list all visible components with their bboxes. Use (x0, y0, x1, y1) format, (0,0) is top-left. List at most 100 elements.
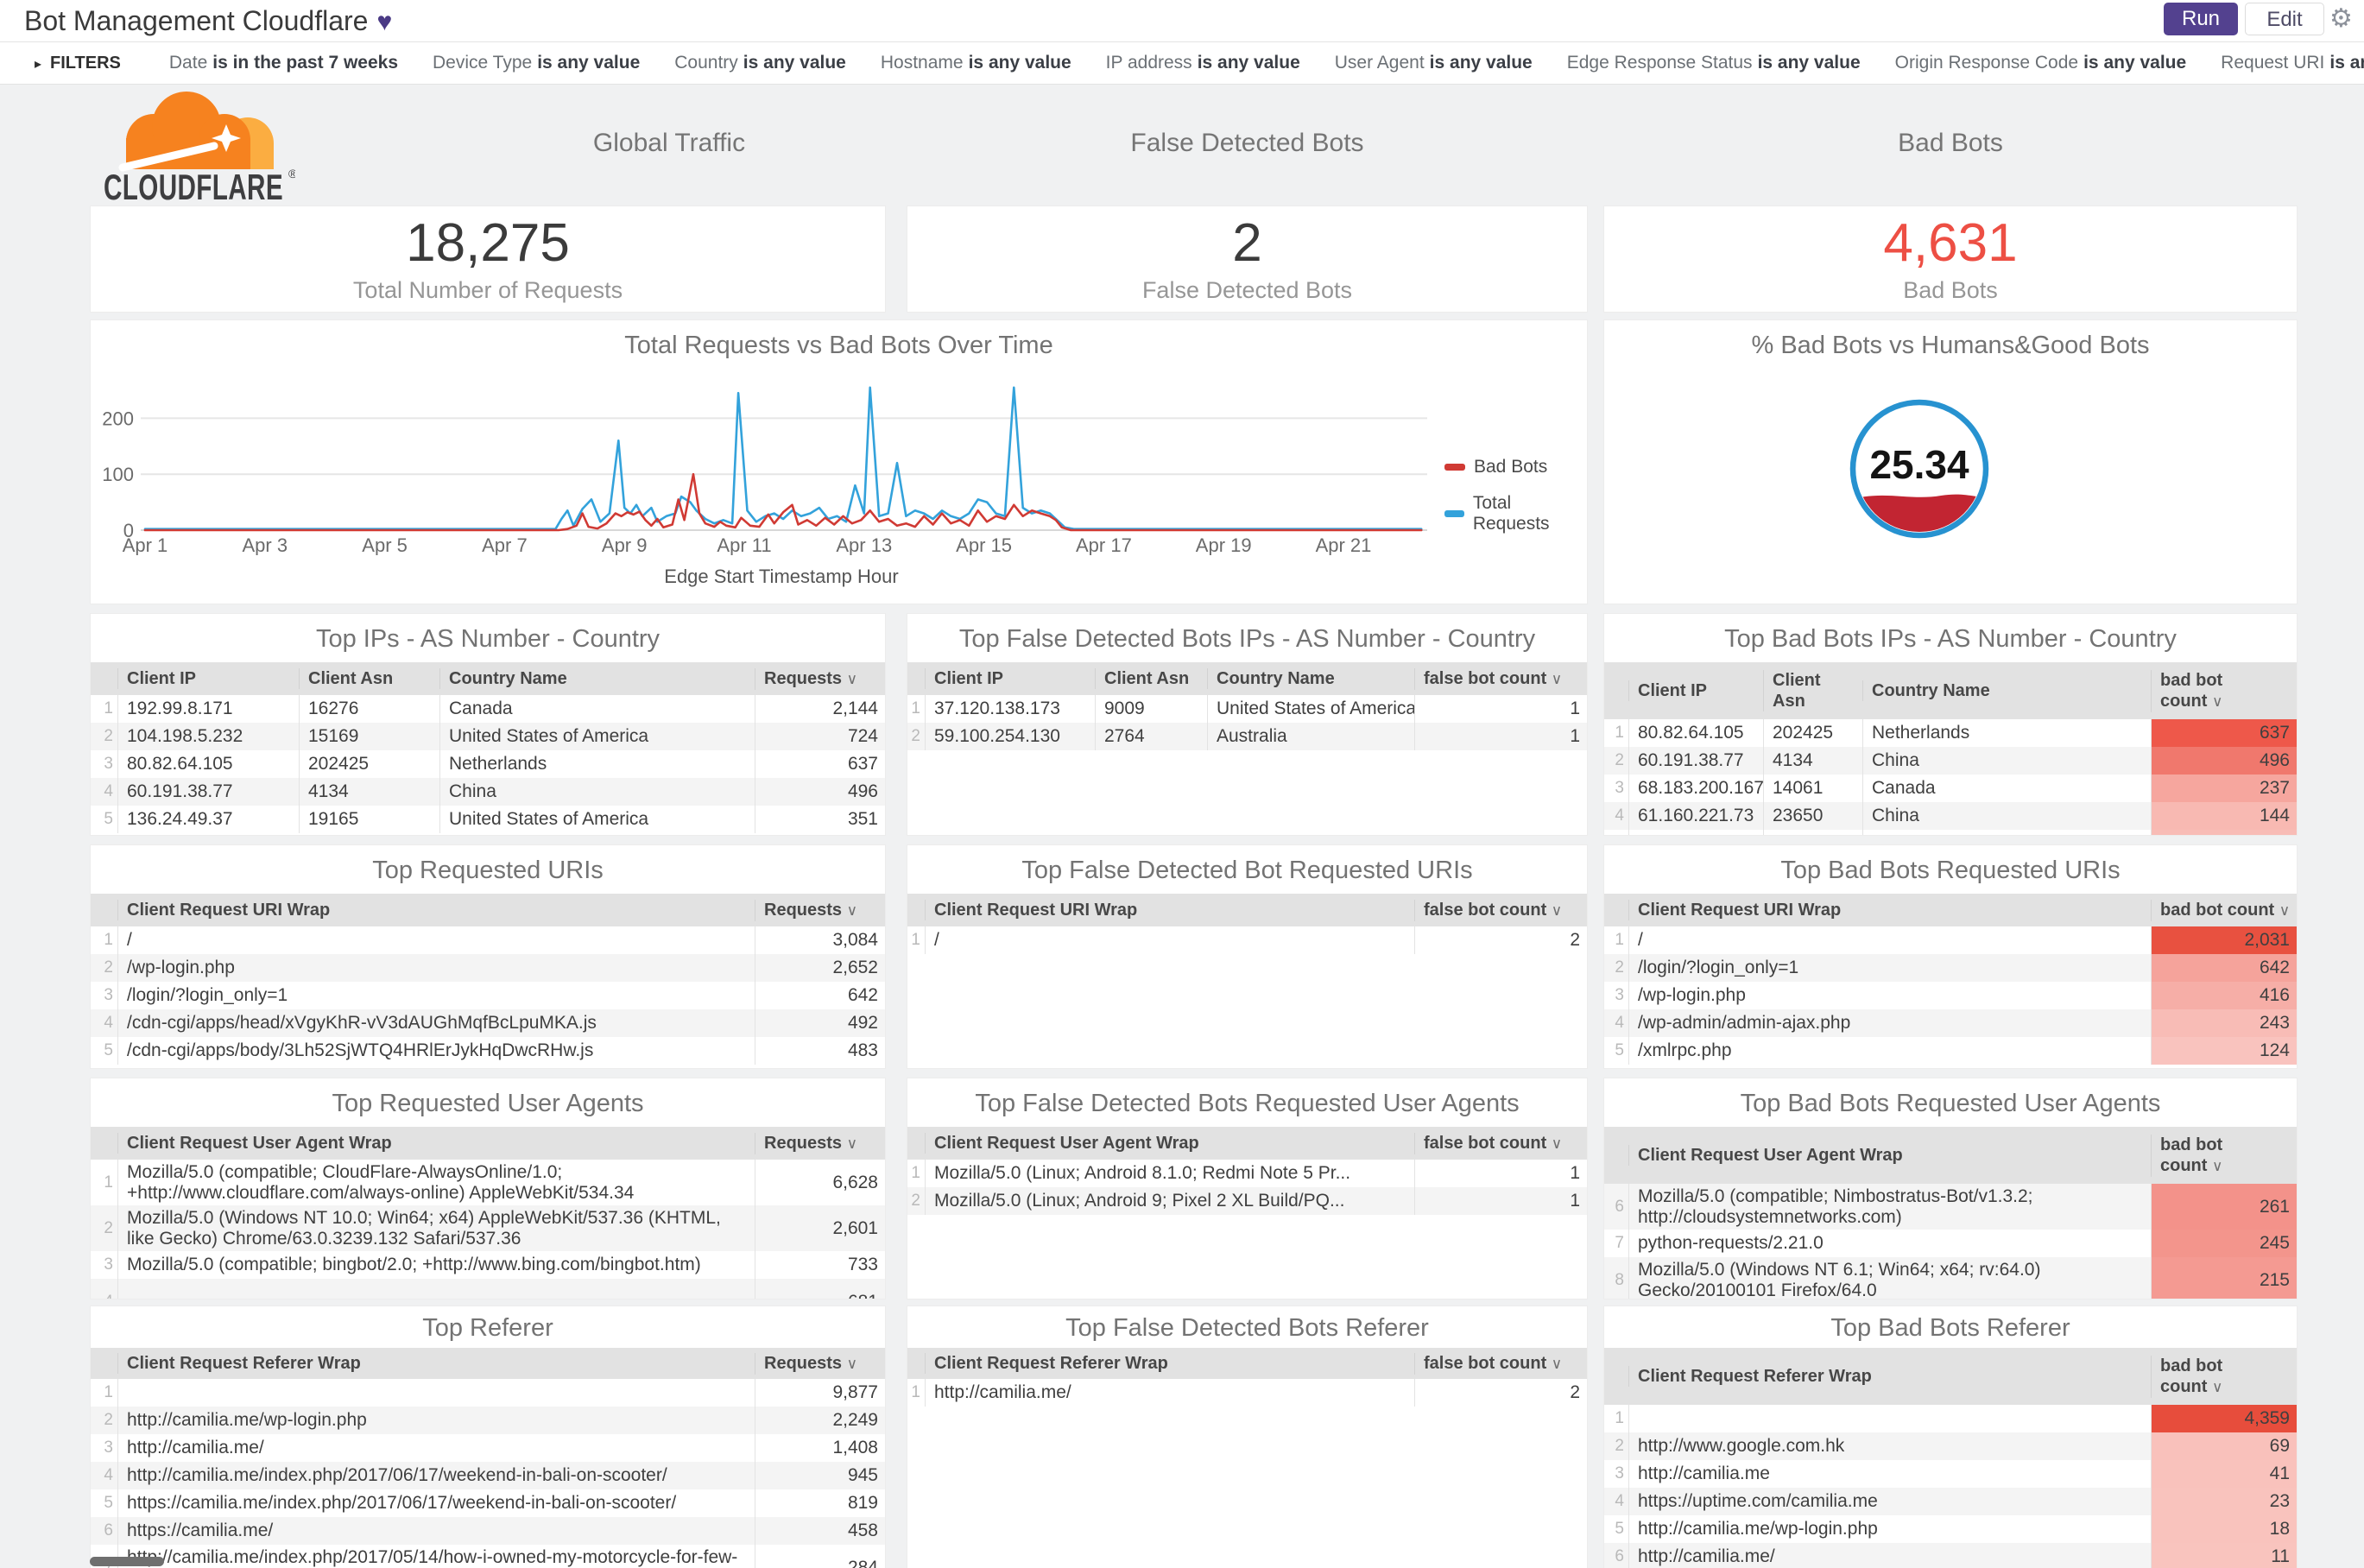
sort-column-header[interactable]: Requests ∨ (755, 1132, 885, 1154)
horizontal-scrollbar[interactable] (90, 1557, 164, 1566)
table-row: 4 http://camilia.me/index.php/2017/06/17/… (91, 1462, 885, 1489)
sort-column-header[interactable]: Requests ∨ (755, 899, 885, 921)
column-header[interactable]: Client IP (1628, 680, 1763, 701)
table-row: 4/cdn-cgi/apps/head/xVgyKhR-vV3dAUGhMqfB… (91, 1009, 885, 1037)
panel-title: Top IPs - AS Number - Country (315, 625, 661, 653)
table-row: 3/login/?login_only=1 642 (91, 982, 885, 1009)
table-cell: 202425 (1763, 719, 1862, 747)
table-cell: 37.120.138.173 (925, 695, 1095, 723)
filters-arrow-icon: ▸ (35, 56, 42, 72)
filter-condition: is any value (968, 53, 1071, 73)
table-row: 1 4,359 (1604, 1405, 2297, 1432)
table-row: 5 https://camilia.me/index.php/2017/06/17… (91, 1489, 885, 1517)
table-cell (117, 1379, 755, 1407)
run-button[interactable]: Run (2164, 3, 2238, 35)
table-header-row: Client IP Client Asn Country Name bad bot co… (1604, 662, 2297, 719)
row-number: 5 (1604, 830, 1628, 835)
column-header[interactable]: Country Name (1862, 680, 2151, 701)
legend-label: Total Requests (1472, 493, 1550, 534)
table-cell: 19165 (299, 806, 439, 833)
sort-column-header[interactable]: false bot count ∨ (1414, 1132, 1587, 1154)
table-row: 2/wp-login.php 2,652 (91, 954, 885, 982)
row-number: 1 (1615, 1409, 1624, 1427)
table-cell: /login/?login_only=1 (117, 982, 755, 1009)
count-cell: 2,652 (755, 954, 885, 982)
column-header[interactable]: Client Request URI Wrap (925, 900, 1414, 920)
column-header[interactable]: Client IP (117, 668, 299, 689)
sort-column-header[interactable]: bad bot count ∨ (2151, 899, 2297, 921)
row-number: 2 (1615, 958, 1624, 977)
filter-item[interactable]: Hostname is any value (881, 53, 1071, 73)
panel-top-bad-bot-user-agents: Top Bad Bots Requested User Agents Client… (1603, 1078, 2298, 1299)
data-table: Client Request URI Wrap false bot count ∨… (907, 894, 1587, 954)
table-row: 7 python-requests/2.21.0 245 (1604, 1230, 2297, 1257)
table-cell: China (1862, 802, 2151, 830)
row-number: 1 (1615, 931, 1624, 949)
column-header[interactable]: Client Request Referer Wrap (925, 1353, 1414, 1374)
filters-toggle[interactable]: ▸ FILTERS (35, 53, 121, 73)
filter-item[interactable]: Date is in the past 7 weeks (169, 53, 398, 73)
table-cell: /wp-login.php (117, 954, 755, 982)
kpi-value: 2 (1232, 212, 1262, 273)
column-header[interactable]: Client Request Referer Wrap (1628, 1366, 2151, 1387)
sort-caret-icon: ∨ (2212, 1157, 2223, 1174)
column-header[interactable]: Client Asn (1763, 670, 1862, 711)
filter-item[interactable]: User Agent is any value (1335, 53, 1533, 73)
column-header[interactable]: Client Asn (1095, 668, 1207, 689)
sort-column-header[interactable]: bad bot count ∨ (2151, 669, 2297, 712)
data-table: Client Request User Agent Wrap Requests ∨… (91, 1127, 885, 1299)
sort-column-header[interactable]: false bot count ∨ (1414, 667, 1587, 690)
table-header-row: Client Request User Agent Wrap false bot … (907, 1127, 1587, 1160)
row-number: 5 (1615, 1041, 1624, 1059)
table-header-row: Client Request Referer Wrap bad bot count … (1604, 1348, 2297, 1405)
panel-top-false-bot-user-agents: Top False Detected Bots Requested User A… (907, 1078, 1588, 1299)
column-header[interactable]: Client Request User Agent Wrap (1628, 1145, 2151, 1166)
column-header[interactable]: Client Asn (299, 668, 439, 689)
filter-item[interactable]: Origin Response Code is any value (1895, 53, 2187, 73)
count-cell: 458 (755, 1517, 885, 1545)
data-table: Client IP Client Asn Country Name bad bot co… (1604, 662, 2297, 835)
section-title-bad-bots: Bad Bots (1898, 128, 2003, 157)
gear-icon[interactable]: ⚙ (2329, 4, 2353, 33)
cloudflare-logo: CLOUDFLARE ® (97, 83, 295, 208)
sort-column-header[interactable]: bad bot count ∨ (2151, 1355, 2297, 1398)
panel-title: Top Requested User Agents (332, 1090, 644, 1117)
sort-column-header[interactable]: Requests ∨ (755, 667, 885, 690)
table-row: 1 80.82.64.105 202425 Netherlands 637 (1604, 719, 2297, 747)
table-cell: 68.183.200.167 (1628, 775, 1763, 802)
sort-column-header[interactable]: bad bot count ∨ (2151, 1134, 2297, 1177)
count-cell: 733 (755, 1251, 885, 1279)
table-cell: /wp-admin/admin-ajax.php (1628, 1009, 2151, 1037)
edit-button[interactable]: Edit (2245, 3, 2324, 35)
panel-title: Top False Detected Bots IPs - AS Number … (958, 625, 1536, 653)
table-cell: http://camilia.me (1628, 1460, 2151, 1488)
column-header[interactable]: Client Request Referer Wrap (117, 1353, 755, 1374)
column-header[interactable]: Country Name (439, 668, 755, 689)
column-header[interactable]: Client Request User Agent Wrap (925, 1133, 1414, 1154)
column-header[interactable]: Country Name (1207, 668, 1414, 689)
table-header-row: Client Request URI Wrap false bot count ∨ (907, 894, 1587, 926)
sort-column-header[interactable]: false bot count ∨ (1414, 1352, 1587, 1375)
filter-item[interactable]: IP address is any value (1106, 53, 1300, 73)
x-tick-label: Apr 17 (1076, 534, 1132, 555)
kpi-total-requests: 18,275 Total Number of Requests (90, 205, 886, 313)
filter-item[interactable]: Device Type is any value (433, 53, 640, 73)
y-tick-label: 0 (123, 520, 134, 541)
column-header[interactable]: Client IP (925, 668, 1095, 689)
sort-column-header[interactable]: Requests ∨ (755, 1352, 885, 1375)
row-number: 2 (104, 1411, 113, 1429)
kpi-false-detected-bots: 2 False Detected Bots (907, 205, 1588, 313)
count-cell: 945 (755, 1462, 885, 1489)
sort-column-header[interactable]: false bot count ∨ (1414, 899, 1587, 921)
column-header[interactable]: Client Request URI Wrap (117, 900, 755, 920)
filter-item[interactable]: Country is any value (674, 53, 846, 73)
filter-item[interactable]: Edge Response Status is any value (1567, 53, 1861, 73)
row-number: 4 (1615, 806, 1624, 825)
panel-title: Top False Detected Bots Requested User A… (975, 1090, 1520, 1117)
table-cell: 61.160.221.73 (1628, 802, 1763, 830)
table-cell: http://camilia.me/wp-login.php (1628, 1515, 2151, 1543)
filter-condition: is any value (2329, 53, 2364, 73)
column-header[interactable]: Client Request URI Wrap (1628, 900, 2151, 920)
column-header[interactable]: Client Request User Agent Wrap (117, 1133, 755, 1154)
